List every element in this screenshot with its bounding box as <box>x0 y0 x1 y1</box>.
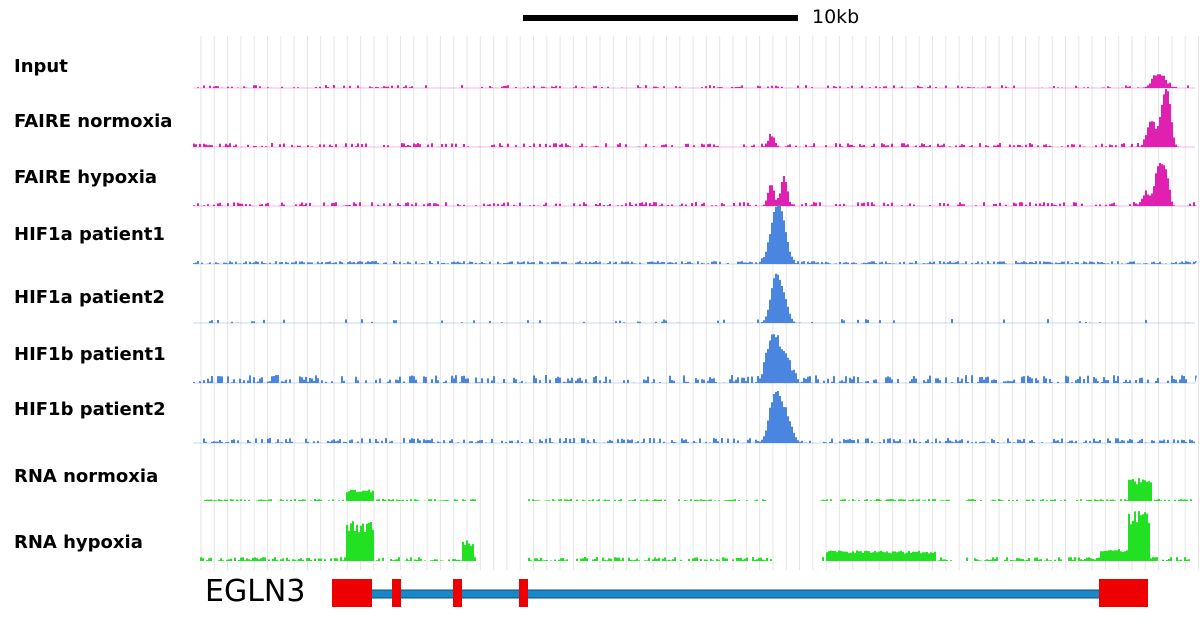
track-label-input: Input <box>14 56 68 77</box>
signal-track-3 <box>193 163 1197 206</box>
gene-exon-3 <box>453 579 462 607</box>
scale-bar-area: 10kb <box>0 0 1200 40</box>
track-label-rna-hypoxia: RNA hypoxia <box>14 532 143 553</box>
signal-track-2 <box>193 89 1197 147</box>
scale-bar <box>523 15 798 21</box>
signal-track-6 <box>193 334 1197 383</box>
track-label-faire-normoxia: FAIRE normoxia <box>14 111 173 132</box>
track-label-rna-normoxia: RNA normoxia <box>14 466 159 487</box>
track-label-hif1b-patient2: HIF1b patient2 <box>14 399 166 420</box>
track-label-hif1b-patient1: HIF1b patient1 <box>14 344 166 365</box>
rna-signal-track-9 <box>200 511 1190 561</box>
signal-track-1 <box>193 74 1197 88</box>
signal-track-5 <box>193 273 1197 323</box>
signal-track-4 <box>193 204 1197 264</box>
gene-exon-2 <box>392 579 401 607</box>
track-label-hif1a-patient1: HIF1a patient1 <box>14 224 165 245</box>
scale-bar-label: 10kb <box>812 6 860 28</box>
gene-exon-4 <box>519 579 528 607</box>
gene-name-label: EGLN3 <box>205 574 306 609</box>
signal-track-7 <box>193 391 1197 443</box>
track-label-hif1a-patient2: HIF1a patient2 <box>14 287 165 308</box>
gene-exon-1 <box>332 579 372 607</box>
gene-exon-5 <box>1099 579 1148 607</box>
rna-signal-track-8 <box>204 478 1192 501</box>
track-label-faire-hypoxia: FAIRE hypoxia <box>14 167 158 188</box>
